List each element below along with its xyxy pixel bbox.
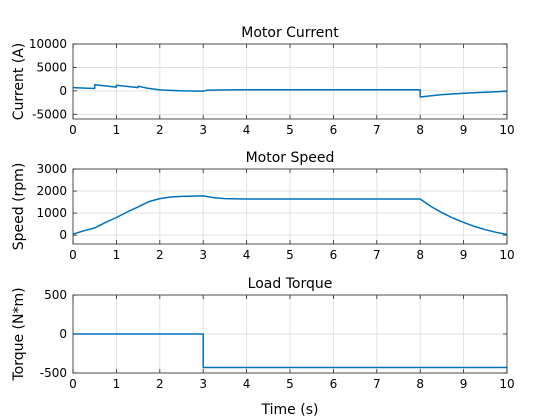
load-torque-y-tick-label: -500: [40, 366, 67, 380]
motor-speed-y-tick-label: 3000: [36, 162, 67, 176]
motor-speed-y-tick-label: 1000: [36, 206, 67, 220]
motor-speed-title: Motor Speed: [246, 150, 335, 166]
load-torque-x-tick-label: 4: [243, 377, 251, 391]
motor-current-title: Motor Current: [241, 25, 339, 41]
motor-speed-x-tick-label: 1: [113, 248, 121, 262]
load-torque-y-tick-label: 0: [59, 327, 67, 341]
load-torque-x-tick-label: 10: [499, 377, 514, 391]
load-torque-x-tick-label: 3: [199, 377, 207, 391]
subplot-motor-speed: 0 1 2 3 4 5 6 7 8 9 10 3000 2000 1000 0 Motor Speed Spee…: [11, 150, 515, 262]
motor-speed-x-tick-label: 2: [156, 248, 164, 262]
motor-current-x-tick-label: 10: [499, 123, 514, 137]
motor-current-x-tick-label: 4: [243, 123, 251, 137]
motor-current-series-line: [72, 84, 508, 98]
motor-speed-x-tick-label: 6: [330, 248, 338, 262]
motor-current-x-tick-label: 1: [113, 123, 121, 137]
load-torque-series-line: [73, 333, 507, 369]
motor-current-y-tick-label: -5000: [32, 107, 67, 121]
motor-current-y-tick-label: 10000: [29, 37, 67, 51]
motor-speed-x-tick-label: 8: [416, 248, 424, 262]
load-torque-x-tick-label: 5: [286, 377, 294, 391]
motor-current-x-tick-label: 8: [416, 123, 424, 137]
motor-current-x-tick-label: 2: [156, 123, 164, 137]
motor-speed-x-tick-label: 0: [69, 248, 77, 262]
motor-current-y-axis-label: Current (A): [11, 43, 27, 121]
motor-speed-x-tick-label: 10: [499, 248, 514, 262]
motor-current-y-tick-label: 0: [59, 84, 67, 98]
load-torque-title: Load Torque: [248, 276, 333, 292]
load-torque-y-tick-label: 500: [44, 288, 67, 302]
load-torque-x-tick-label: 2: [156, 377, 164, 391]
motor-speed-axes-box: [72, 168, 508, 245]
load-torque-x-tick-label: 0: [69, 377, 77, 391]
load-torque-y-axis-label: Torque (N*m): [11, 287, 27, 381]
load-torque-x-tick-label: 1: [113, 377, 121, 391]
motor-speed-x-tick-label: 7: [373, 248, 381, 262]
motor-speed-x-tick-label: 3: [199, 248, 207, 262]
load-torque-x-tick-label: 7: [373, 377, 381, 391]
motor-current-x-tick-label: 5: [286, 123, 294, 137]
motor-current-x-tick-label: 7: [373, 123, 381, 137]
load-torque-x-tick-label: 9: [460, 377, 468, 391]
load-torque-axes-box: [72, 294, 508, 374]
motor-speed-y-axis-label: Speed (rpm): [11, 163, 27, 251]
load-torque-x-tick-label: 6: [330, 377, 338, 391]
motor-current-x-tick-label: 6: [330, 123, 338, 137]
motor-speed-y-tick-label: 0: [59, 228, 67, 242]
load-torque-x-tick-label: 8: [416, 377, 424, 391]
motor-current-x-tick-label: 0: [69, 123, 77, 137]
motor-current-axes-box: [72, 43, 508, 120]
motor-speed-y-tick-label: 2000: [36, 184, 67, 198]
figure-x-axis-label: Time (s): [261, 402, 319, 418]
motor-current-y-tick-label: 5000: [36, 60, 67, 74]
motor-current-x-tick-label: 9: [460, 123, 468, 137]
motor-speed-x-tick-label: 9: [460, 248, 468, 262]
motor-speed-series-line: [72, 195, 508, 236]
motor-current-x-tick-label: 3: [199, 123, 207, 137]
motor-speed-x-tick-label: 4: [243, 248, 251, 262]
motor-speed-x-tick-label: 5: [286, 248, 294, 262]
